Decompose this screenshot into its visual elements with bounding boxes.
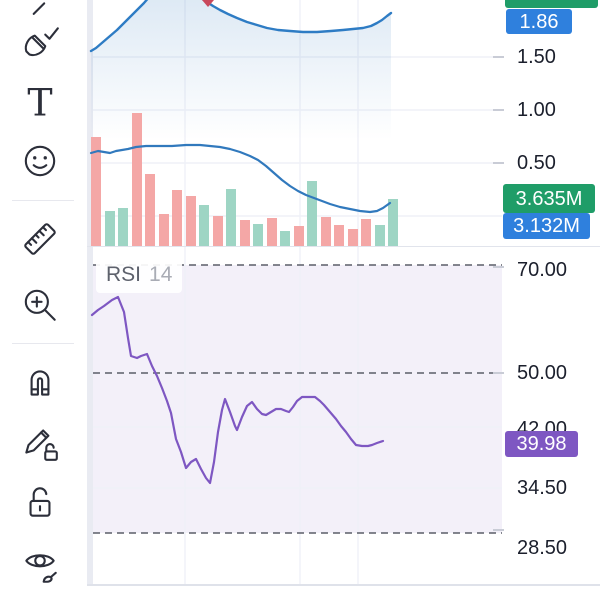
axis-tick [493,162,504,164]
last-price-badge: 1.86 [506,9,572,34]
axis-tick [493,529,504,531]
rsi-indicator-name: RSI [106,263,142,286]
rsi-scale-label: 28.50 [517,537,568,559]
volume-value-badge: 3.635M [503,184,595,213]
rsi-indicator-legend[interactable]: RSI 14 [96,257,183,293]
eye-hide-icon [25,554,57,583]
price-scale-label: 1.00 [517,99,556,121]
tool-magnet[interactable] [18,361,62,405]
tool-lock-all[interactable] [18,480,62,524]
pane-left-gutter [87,0,93,585]
partial-tool-icon[interactable] [18,0,62,15]
price-scale-axis[interactable]: 1.50 1.00 0.50 70.00 50.00 42.00 34.50 28.50 1.8… [493,0,600,585]
toolbar-divider [12,343,74,344]
pane-divider-volume-rsi[interactable] [87,246,600,247]
ruler-icon [24,223,56,255]
price-scale-label: 1.50 [517,46,556,68]
rsi-indicator-param: 14 [149,263,173,286]
tool-drawing-brush[interactable] [18,21,62,65]
price-scale-label: 0.50 [517,152,556,174]
tool-drawing-lock[interactable] [18,420,62,464]
svg-text:T: T [27,81,52,123]
tool-text[interactable]: T [18,80,62,124]
smiley-icon [24,145,56,177]
rsi-scale-label: 70.00 [517,259,568,281]
rsi-scale-label: 50.00 [517,362,568,384]
text-icon: T [27,81,52,123]
rsi-scale-label: 34.50 [517,477,568,499]
tool-hide-drawings[interactable] [18,544,62,588]
volume-ma-value-badge: 3.132M [503,213,590,239]
tool-ruler[interactable] [18,217,62,261]
brush-icon [24,27,59,57]
axis-tick [493,372,504,374]
axis-tick [493,109,504,111]
zoom-in-icon [24,289,56,321]
magnet-icon [30,370,50,396]
cursor-partial-icon [32,2,46,15]
toolbar-divider [12,200,74,201]
rsi-value-badge: 39.98 [505,431,578,457]
drawing-toolbar: T [0,0,87,600]
axis-tick [493,56,504,58]
indicator-value-badge-partial [505,0,598,8]
pencil-unlock-icon [25,429,58,461]
pane-divider-bottom[interactable] [87,584,600,586]
axis-tick [493,266,504,268]
tool-emoji[interactable] [18,139,62,183]
lock-open-icon [29,487,51,517]
tool-zoom-in[interactable] [18,283,62,327]
